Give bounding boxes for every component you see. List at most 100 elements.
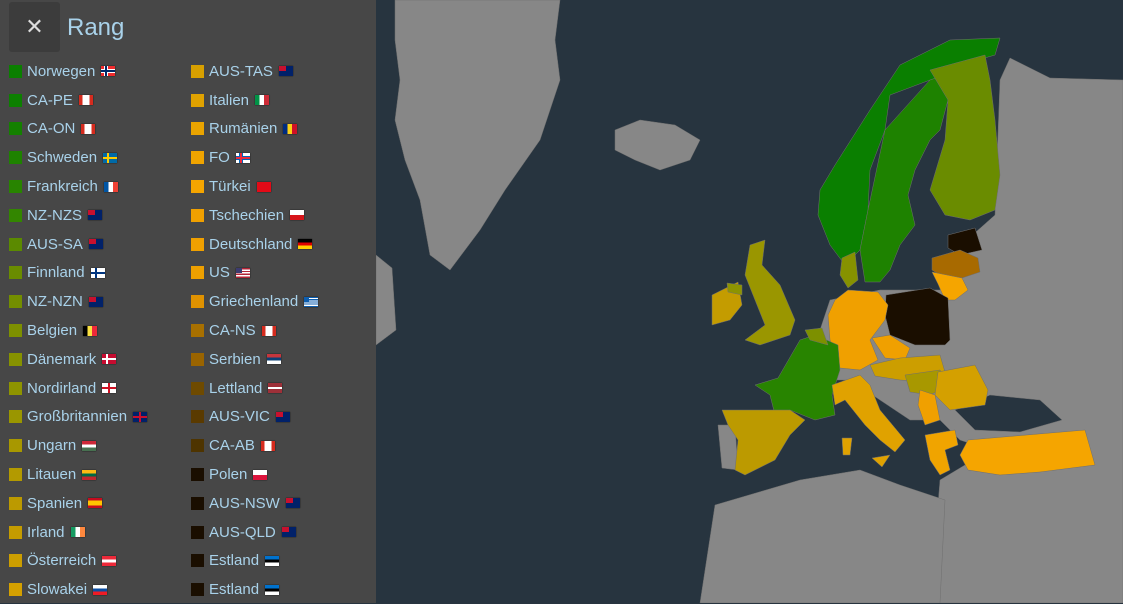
flag-fi-icon: [90, 267, 105, 278]
region-greenland[interactable]: [394, 0, 561, 271]
legend-item[interactable]: Ungarn: [9, 431, 147, 460]
legend-item[interactable]: Polen: [191, 460, 318, 489]
legend-item[interactable]: AUS-VIC: [191, 403, 318, 432]
legend-label: NZ-NZN: [27, 293, 83, 311]
color-swatch: [9, 208, 22, 222]
region-italy[interactable]: [831, 374, 906, 453]
flag-ie-icon: [70, 527, 85, 538]
legend-label: CA-PE: [27, 91, 73, 109]
region-finland[interactable]: [929, 54, 1001, 221]
region-sicily[interactable]: [871, 454, 891, 468]
legend-item[interactable]: Slowakei: [9, 575, 147, 604]
legend-item[interactable]: Rumänien: [191, 115, 318, 144]
legend-item[interactable]: Belgien: [9, 316, 147, 345]
region-great-britain[interactable]: [744, 239, 796, 346]
region-turkey[interactable]: [959, 429, 1096, 476]
region-north-america[interactable]: [375, 254, 397, 346]
legend-item[interactable]: NZ-NZS: [9, 201, 147, 230]
flag-lt-icon: [82, 469, 97, 480]
legend-item[interactable]: AUS-NSW: [191, 489, 318, 518]
region-estonia[interactable]: [947, 227, 983, 256]
legend-label: Spanien: [27, 494, 83, 512]
legend-item[interactable]: CA-ON: [9, 115, 147, 144]
legend-item[interactable]: Serbien: [191, 345, 318, 374]
ranking-panel: ✕ Rang Norwegen CA-PE CA-ON Schweden Frankre…: [0, 0, 376, 603]
legend-item[interactable]: CA-PE: [9, 86, 147, 115]
legend-item[interactable]: Litauen: [9, 460, 147, 489]
legend-item[interactable]: CA-NS: [191, 316, 318, 345]
legend-item[interactable]: Finnland: [9, 259, 147, 288]
region-greece[interactable]: [924, 429, 959, 476]
color-swatch: [191, 583, 204, 597]
legend-item[interactable]: Deutschland: [191, 230, 318, 259]
legend-item[interactable]: CA-AB: [191, 431, 318, 460]
color-swatch: [191, 410, 204, 424]
legend-item[interactable]: Lettland: [191, 374, 318, 403]
legend-item[interactable]: Österreich: [9, 547, 147, 576]
legend-item[interactable]: US: [191, 259, 318, 288]
legend-label: AUS-TAS: [209, 62, 273, 80]
flag-au-icon: [275, 411, 290, 422]
region-czechia[interactable]: [871, 334, 911, 361]
flag-au-icon: [278, 66, 293, 77]
legend-item[interactable]: FO: [191, 143, 318, 172]
color-swatch: [191, 381, 204, 395]
legend-item[interactable]: AUS-TAS: [191, 57, 318, 86]
legend-item[interactable]: Spanien: [9, 489, 147, 518]
legend-item[interactable]: Nordirland: [9, 374, 147, 403]
legend-label: Belgien: [27, 322, 78, 340]
color-swatch: [191, 237, 204, 251]
region-germany[interactable]: [827, 289, 889, 371]
legend-label: Serbien: [209, 350, 261, 368]
flag-us-icon: [235, 267, 250, 278]
region-northern-ireland[interactable]: [726, 282, 743, 296]
legend-item[interactable]: Norwegen: [9, 57, 147, 86]
legend-item[interactable]: Schweden: [9, 143, 147, 172]
color-swatch: [9, 583, 22, 597]
legend-item[interactable]: AUS-QLD: [191, 518, 318, 547]
region-africa[interactable]: [699, 469, 946, 603]
legend-item[interactable]: AUS-SA: [9, 230, 147, 259]
flag-nz-icon: [88, 296, 103, 307]
flag-ro-icon: [283, 123, 298, 134]
color-swatch: [9, 496, 22, 510]
region-iceland[interactable]: [614, 119, 701, 171]
legend-item[interactable]: NZ-NZN: [9, 287, 147, 316]
flag-at-icon: [102, 555, 117, 566]
close-button[interactable]: ✕: [9, 2, 60, 52]
color-swatch: [9, 295, 22, 309]
flag-ee-icon: [265, 555, 280, 566]
legend-item[interactable]: Tschechien: [191, 201, 318, 230]
legend-item[interactable]: Estland: [191, 547, 318, 576]
region-poland[interactable]: [884, 287, 951, 346]
region-denmark[interactable]: [839, 251, 859, 289]
region-spain[interactable]: [721, 409, 806, 476]
legend-item[interactable]: Irland: [9, 518, 147, 547]
flag-ca-icon: [260, 440, 275, 451]
flag-gb-icon: [133, 411, 148, 422]
legend-item[interactable]: Frankreich: [9, 172, 147, 201]
region-sardinia[interactable]: [841, 437, 853, 456]
region-lithuania[interactable]: [931, 271, 969, 301]
legend-item[interactable]: Italien: [191, 86, 318, 115]
region-serbia[interactable]: [917, 389, 941, 426]
region-belgium[interactable]: [804, 327, 829, 346]
legend-item[interactable]: Türkei: [191, 172, 318, 201]
close-icon: ✕: [25, 14, 44, 39]
flag-hu-icon: [82, 440, 97, 451]
legend-label: AUS-VIC: [209, 408, 270, 426]
flag-en-icon: [102, 383, 117, 394]
flag-sk-icon: [93, 584, 108, 595]
color-swatch: [9, 93, 22, 107]
flag-no-icon: [101, 66, 116, 77]
legend-item[interactable]: Dänemark: [9, 345, 147, 374]
color-swatch: [191, 122, 204, 136]
color-swatch: [9, 122, 22, 136]
color-swatch: [191, 554, 204, 568]
color-swatch: [9, 554, 22, 568]
legend-item[interactable]: Estland: [191, 575, 318, 604]
legend-item[interactable]: Großbritannien: [9, 403, 148, 432]
region-latvia[interactable]: [931, 249, 981, 279]
legend-item[interactable]: Griechenland: [191, 287, 319, 316]
legend-label: CA-NS: [209, 322, 256, 340]
